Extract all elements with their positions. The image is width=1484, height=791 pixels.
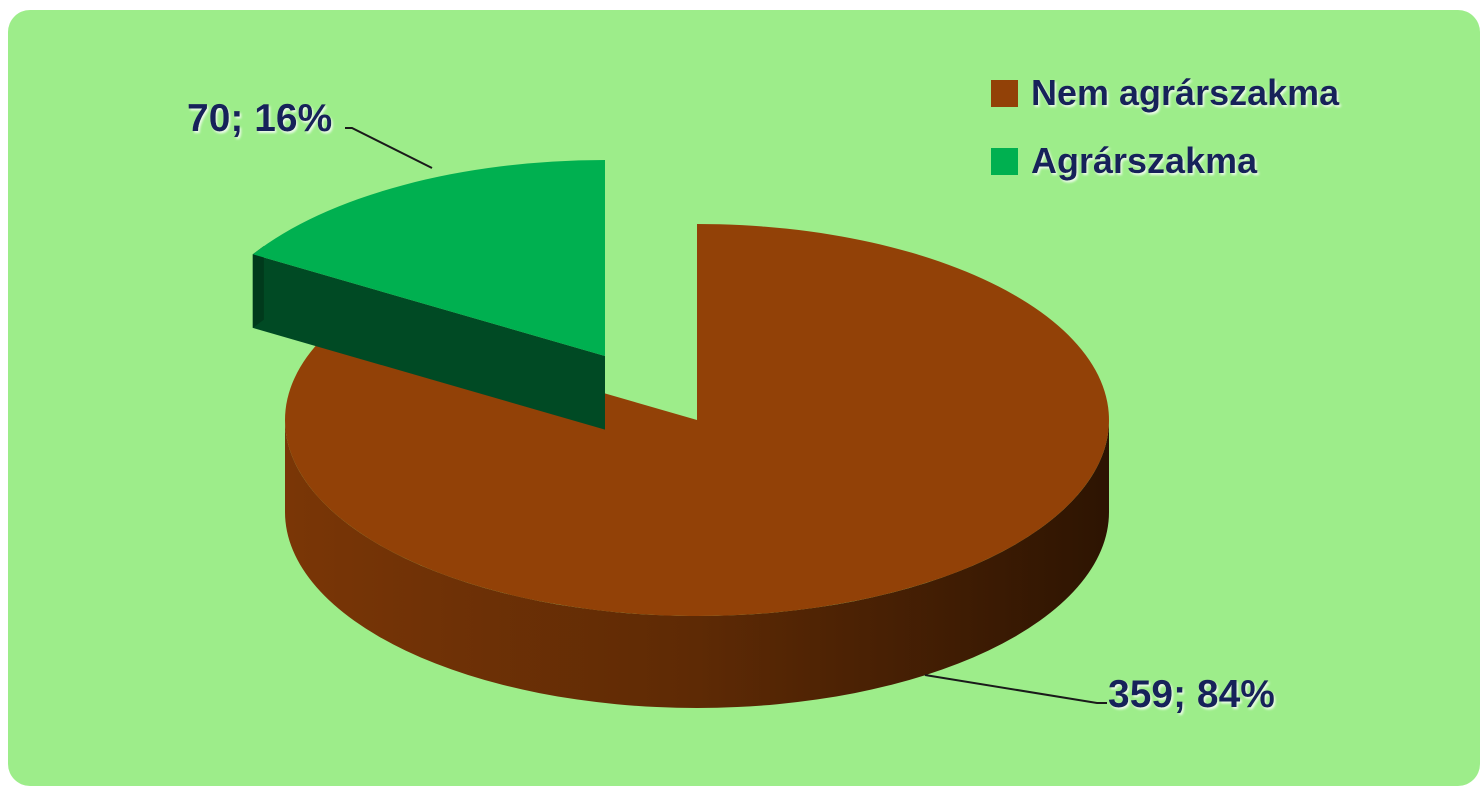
legend-swatch-agrarszakma	[991, 148, 1018, 175]
slice-top-agrarszakma	[252, 160, 606, 356]
legend-swatch-nem-agrarszakma	[991, 80, 1018, 107]
slice-side-agrarszakma	[252, 254, 606, 430]
slice-agrarszakma	[252, 160, 606, 430]
legend-label-agrarszakma: Agrárszakma	[1031, 140, 1258, 181]
leader-line-nem-agrarszakma	[924, 674, 1107, 704]
data-label-agrarszakma: 70; 16%	[187, 97, 332, 140]
slice-side-nem-agrarszakma	[285, 420, 1109, 708]
slice-edge-agrarszakma	[252, 246, 264, 328]
data-label-nem-agrarszakma: 359; 84%	[1108, 673, 1275, 716]
legend: Nem agrárszakma Agrárszakma	[991, 72, 1340, 181]
legend-label-nem-agrarszakma: Nem agrárszakma	[1031, 72, 1340, 113]
leader-line-agrarszakma	[345, 127, 433, 169]
slice-nem-agrarszakma	[284, 224, 1109, 708]
slice-top-nem-agrarszakma	[284, 224, 1109, 616]
